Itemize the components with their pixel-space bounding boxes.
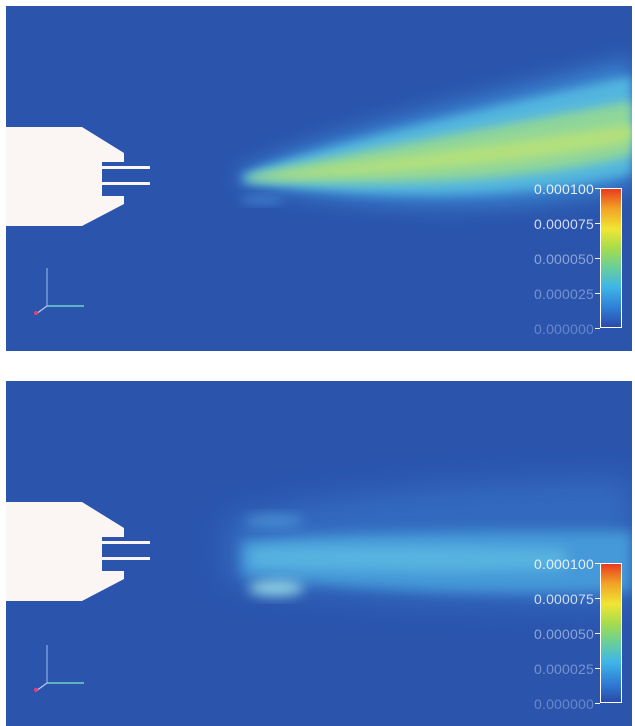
colorbar-legend-2: 0.000100 0.000075 0.000050 0.000025 0.00… [492,557,622,712]
colorbar-legend-1: 0.000100 0.000075 0.000050 0.000025 0.00… [492,182,622,337]
colorbar-tick-label: 0.000100 [534,556,594,572]
colorbar-tick-label: 0.000050 [534,251,594,267]
colorbar-tick-label: 0.000050 [534,626,594,642]
colorbar-tick-label: 0.000025 [534,286,594,302]
axes-triad-icon [34,645,84,692]
simulation-panel-2: 0.000100 0.000075 0.000050 0.000025 0.00… [6,381,632,726]
colorbar-tick-label: 0.000025 [534,661,594,677]
contour-field-1 [6,6,632,351]
axes-triad-icon [34,268,84,315]
colorbar-1 [600,188,622,328]
concentration-plume-2 [226,479,632,606]
concentration-plume-1 [238,58,632,207]
contour-field-2 [6,381,632,726]
colorbar-tick-label: 0.000075 [534,216,594,232]
simulation-panel-1: 0.000100 0.000075 0.000050 0.000025 0.00… [6,6,632,351]
colorbar-tick-label: 0.000100 [534,181,594,197]
colorbar-tick-label: 0.000000 [534,321,594,337]
colorbar-tick-label: 0.000000 [534,696,594,712]
nozzle-1 [6,127,150,226]
colorbar-tick-label: 0.000075 [534,591,594,607]
colorbar-2 [600,563,622,703]
nozzle-2 [6,502,150,601]
